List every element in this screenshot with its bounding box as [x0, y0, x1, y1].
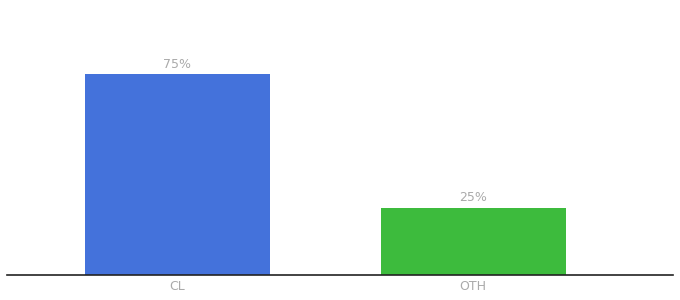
Bar — [381, 208, 566, 274]
Bar — [84, 74, 270, 274]
Text: 75%: 75% — [163, 58, 191, 70]
Text: 25%: 25% — [459, 191, 487, 204]
